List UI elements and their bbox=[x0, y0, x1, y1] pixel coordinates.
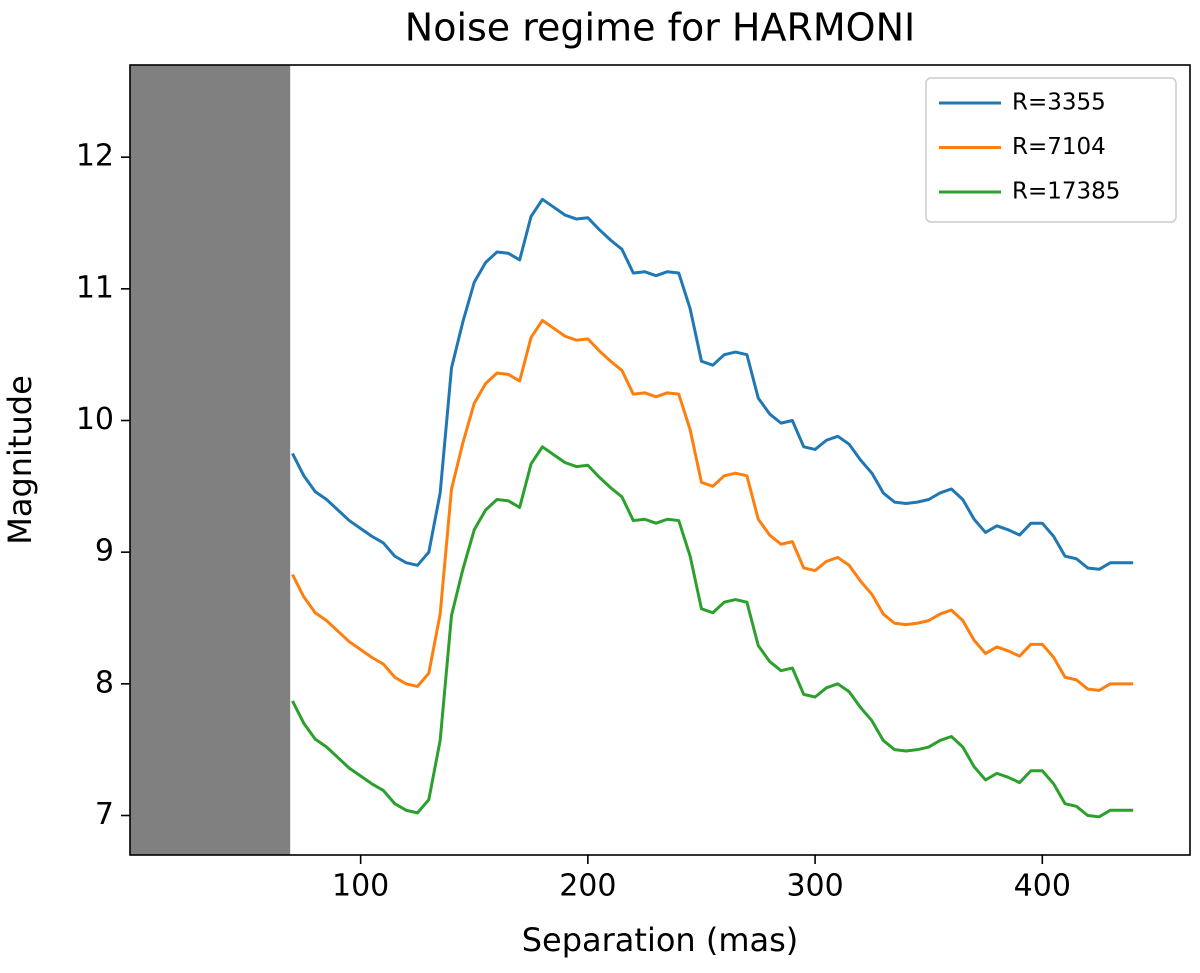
x-tick-label: 400 bbox=[1014, 869, 1071, 904]
legend-label: R=7104 bbox=[1012, 134, 1106, 160]
y-tick-label: 10 bbox=[76, 402, 114, 437]
shaded-region bbox=[130, 65, 291, 855]
y-axis-label: Magnitude bbox=[1, 375, 39, 545]
x-tick-label: 100 bbox=[332, 869, 389, 904]
y-tick-label: 11 bbox=[76, 270, 114, 305]
y-tick-label: 8 bbox=[95, 665, 114, 700]
y-tick-label: 7 bbox=[95, 797, 114, 832]
legend: R=3355 R=7104 R=17385 bbox=[925, 77, 1177, 223]
x-axis-label: Separation (mas) bbox=[522, 921, 799, 959]
legend-label: R=17385 bbox=[1012, 179, 1120, 205]
legend-box bbox=[925, 77, 1177, 223]
x-tick-label: 300 bbox=[786, 869, 843, 904]
y-tick-label: 12 bbox=[76, 139, 114, 174]
series-line bbox=[291, 197, 1134, 571]
series-line bbox=[291, 445, 1134, 819]
y-tick-label: 9 bbox=[95, 534, 114, 569]
plot-frame bbox=[129, 64, 1191, 856]
legend-label: R=3355 bbox=[1012, 90, 1106, 116]
x-tick-label: 200 bbox=[559, 869, 616, 904]
chart-title: Noise regime for HARMONI bbox=[405, 6, 915, 50]
series-line bbox=[291, 318, 1134, 692]
